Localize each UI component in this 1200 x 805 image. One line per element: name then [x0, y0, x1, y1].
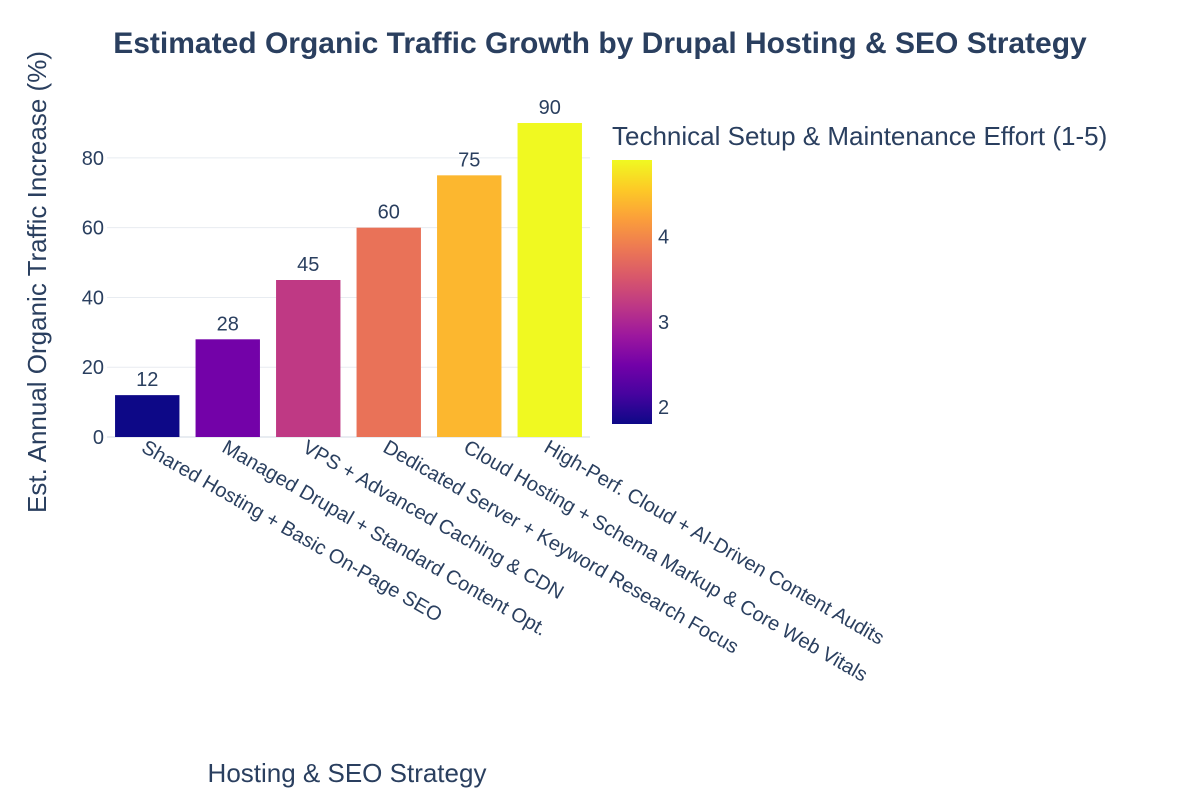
y-tick-label: 80 — [82, 148, 104, 170]
grid-lines — [107, 157, 590, 438]
x-tick-label: High-Perf. Cloud + AI-Driven Content Aud… — [540, 436, 887, 649]
data-labels: 12 28 45 60 75 90 — [136, 97, 561, 391]
bar-value-label: 28 — [217, 313, 239, 335]
colorbar-ticks: 2 3 4 — [658, 227, 669, 419]
y-tick-label: 60 — [82, 218, 104, 240]
bar[interactable] — [356, 227, 421, 437]
x-axis-ticks: Shared Hosting + Basic On-Page SEOManage… — [138, 436, 888, 686]
bar[interactable] — [115, 395, 180, 437]
bar-value-label: 60 — [378, 202, 400, 224]
bars — [115, 123, 582, 438]
y-tick-label: 0 — [93, 427, 104, 449]
colorbar-tick-label: 2 — [658, 397, 669, 419]
bar-value-label: 75 — [458, 149, 480, 171]
colorbar-tick-label: 4 — [658, 227, 669, 249]
x-axis-title: Hosting & SEO Strategy — [208, 758, 487, 788]
bar[interactable] — [437, 175, 502, 438]
bar[interactable] — [517, 123, 582, 437]
bar-value-label: 45 — [297, 254, 319, 276]
y-tick-label: 20 — [82, 357, 104, 379]
colorbar-title: Technical Setup & Maintenance Effort (1-… — [612, 121, 1107, 151]
colorbar-tick-label: 3 — [658, 312, 669, 334]
colorbar — [612, 160, 652, 424]
y-axis-ticks: 0 20 40 60 80 — [82, 148, 104, 449]
chart-title: Estimated Organic Traffic Growth by Drup… — [113, 27, 1087, 60]
bar-value-label: 12 — [136, 369, 158, 391]
y-axis-title: Est. Annual Organic Traffic Increase (%) — [22, 51, 52, 513]
bar[interactable] — [195, 339, 260, 437]
bar[interactable] — [276, 280, 341, 437]
bar-value-label: 90 — [539, 97, 561, 119]
y-tick-label: 40 — [82, 287, 104, 309]
